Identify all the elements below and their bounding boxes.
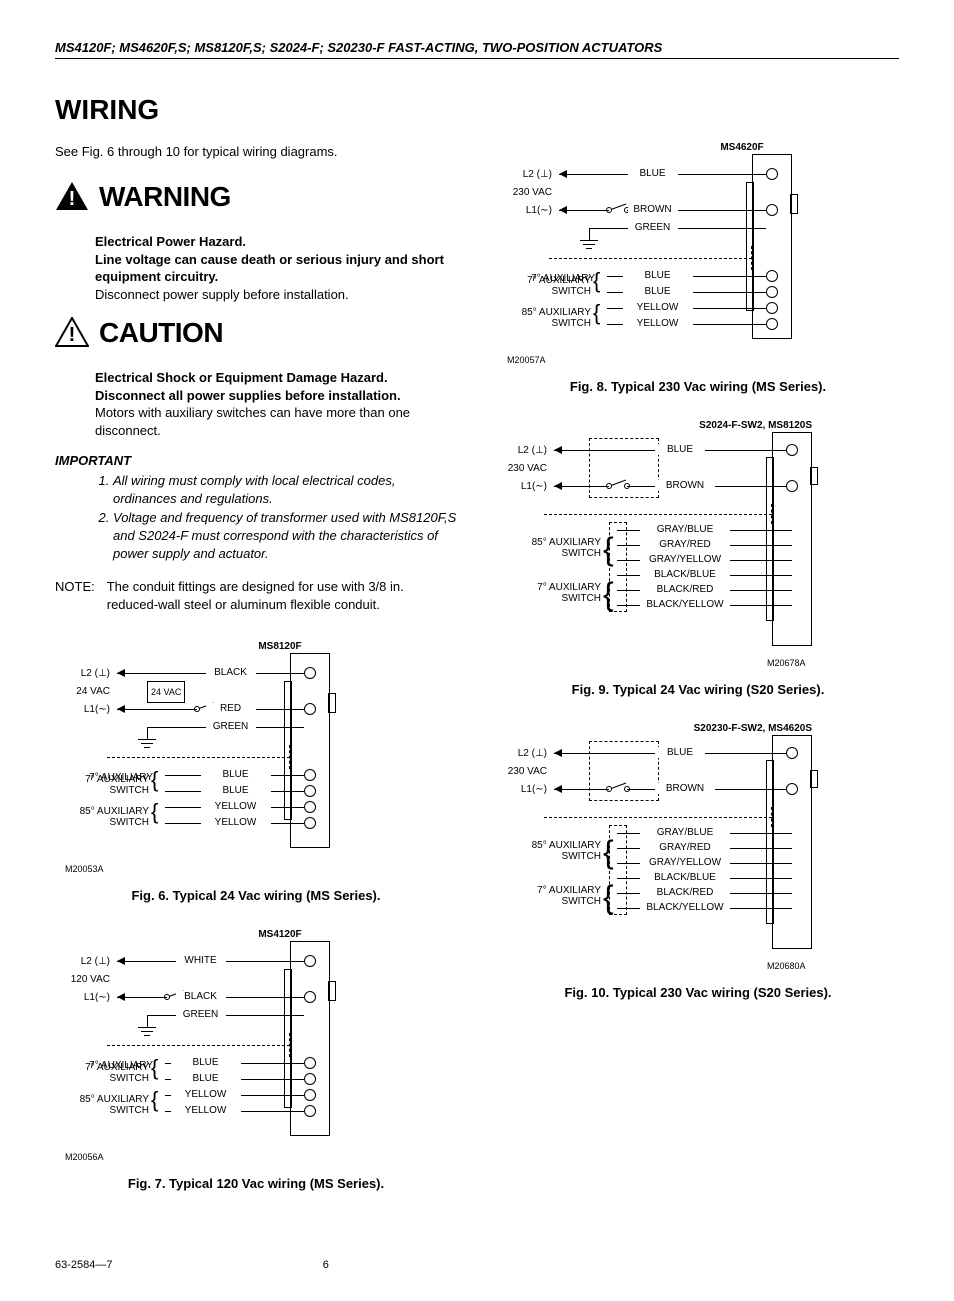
warning-block: ! WARNING Electrical Power Hazard. Line … [55,181,457,303]
caution-line3: Motors with auxiliary switches can have … [95,404,457,439]
important-item: Voltage and frequency of transformer use… [113,509,457,562]
caution-line1: Electrical Shock or Equipment Damage Haz… [95,369,457,387]
important-item: All wiring must comply with local electr… [113,472,457,507]
warning-line3: Disconnect power supply before installat… [95,286,457,304]
doc-number: 63-2584—7 [55,1259,113,1271]
note-block: NOTE: The conduit fittings are designed … [55,578,457,613]
warning-line1: Electrical Power Hazard. [95,233,457,251]
figure-10-diagram: S20230-F-SW2, MS4620SL2 (⊥)230 VACL1(∼)B… [497,725,827,975]
figure-7-caption: Fig. 7. Typical 120 Vac wiring (MS Serie… [55,1176,457,1191]
section-title: Wiring [55,94,899,126]
note-label: NOTE: [55,578,95,613]
important-label: IMPORTANT [55,453,457,468]
svg-text:!: ! [69,324,76,346]
page-number: 6 [323,1259,329,1271]
figure-10-caption: Fig. 10. Typical 230 Vac wiring (S20 Ser… [497,985,899,1000]
figure-6-diagram: MS8120FL2 (⊥)24 VACL1(∼)24 VACBLACKREDGR… [55,643,345,878]
note-text: The conduit fittings are designed for us… [107,578,457,613]
important-list: All wiring must comply with local electr… [113,472,457,562]
caution-icon: ! [55,317,89,350]
page-footer: 63-2584—7 6 [55,1259,899,1271]
warning-icon: ! [55,181,89,214]
page-header: MS4120F; MS4620F,S; MS8120F,S; S2024-F; … [55,40,899,59]
svg-text:!: ! [69,188,76,210]
warning-heading: WARNING [99,183,457,211]
caution-heading: CAUTION [99,319,457,347]
figure-8-caption: Fig. 8. Typical 230 Vac wiring (MS Serie… [497,379,899,394]
left-column: See Fig. 6 through 10 for typical wiring… [55,144,457,1219]
figure-7-diagram: MS4120FL2 (⊥)120 VACL1(∼)WHITEBLACKGREEN… [55,931,345,1166]
figure-9-diagram: S2024-F-SW2, MS8120SL2 (⊥)230 VACL1(∼)BL… [497,422,827,672]
right-column: MS4620FL2 (⊥)230 VACL1(∼)BLUEBROWNGREEN7… [497,144,899,1219]
figure-9-caption: Fig. 9. Typical 24 Vac wiring (S20 Serie… [497,682,899,697]
warning-line2: Line voltage can cause death or serious … [95,251,457,286]
caution-block: ! CAUTION Electrical Shock or Equipment … [55,317,457,439]
figure-6-caption: Fig. 6. Typical 24 Vac wiring (MS Series… [55,888,457,903]
figure-8-diagram: MS4620FL2 (⊥)230 VACL1(∼)BLUEBROWNGREEN7… [497,144,807,369]
intro-text: See Fig. 6 through 10 for typical wiring… [55,144,457,159]
caution-line2: Disconnect all power supplies before ins… [95,387,457,405]
